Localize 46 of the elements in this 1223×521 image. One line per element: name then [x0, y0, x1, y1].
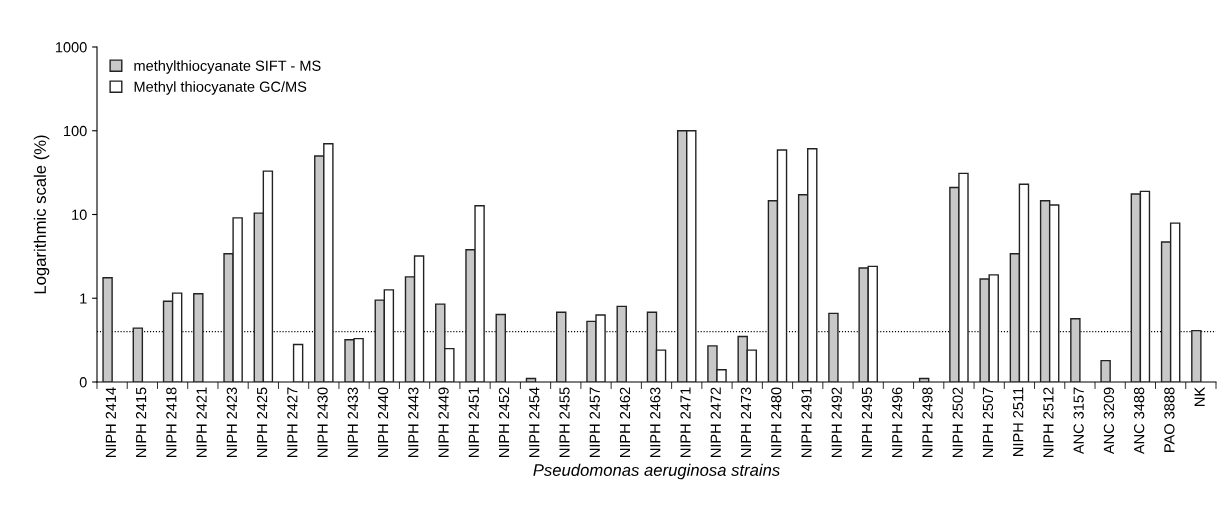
x-tick-label: NIPH 2454 [529, 387, 540, 457]
x-tick-label: NIPH 2451 [468, 387, 479, 457]
x-tick-label: NIPH 2480 [771, 387, 782, 457]
x-tick-label: NIPH 2496 [892, 387, 903, 457]
x-tick-label: ANC 3488 [1133, 387, 1145, 455]
x-axis-title: Pseudomonas aeruginosa strains [533, 463, 780, 480]
x-tick-label: NIPH 2457 [589, 387, 600, 457]
x-tick-label: PAO 3888 [1164, 387, 1175, 452]
x-tick-label: NIPH 2473 [740, 387, 752, 457]
x-tick-label: NIPH 2491 [801, 387, 812, 457]
x-tick-label: NIPH 2471 [680, 387, 691, 457]
y-tick-label: 0 [79, 377, 87, 388]
x-tick-label: NIPH 2512 [1043, 387, 1054, 457]
x-tick-label: NIPH 2452 [498, 387, 510, 457]
x-tick-label: NIPH 2421 [196, 387, 207, 457]
x-tick-label: NIPH 2462 [619, 387, 631, 457]
x-tick-label: NIPH 2418 [166, 387, 177, 457]
x-tick-label: NIPH 2511 [1013, 387, 1024, 456]
x-tick-label: ANC 3209 [1103, 387, 1115, 455]
x-tick-label: NIPH 2455 [559, 387, 570, 457]
x-tick-label: NIPH 2502 [952, 387, 963, 457]
y-tick-label: 1 [80, 293, 87, 304]
x-tick-label: NIPH 2463 [650, 387, 661, 457]
x-tick-label: NIPH 2423 [226, 387, 238, 457]
x-tick-label: NIPH 2443 [408, 387, 419, 457]
x-tick-label: NIPH 2414 [105, 387, 116, 457]
legend-label: Methyl thiocyanate GC/MS [134, 81, 307, 95]
x-tick-label: NIPH 2507 [982, 387, 994, 457]
x-tick-label: NIPH 2498 [922, 387, 933, 457]
x-tick-label: NIPH 2440 [377, 387, 389, 457]
y-tick-label: 10 [72, 209, 87, 220]
x-tick-label: NIPH 2472 [710, 387, 721, 457]
x-tick-label: NIPH 2425 [256, 387, 268, 457]
x-tick-label: NIPH 2415 [135, 387, 147, 457]
x-tick-label: NIPH 2430 [317, 387, 328, 457]
y-tick-label: 100 [64, 125, 87, 137]
y-axis-title: Logarithmic scale (%) [33, 135, 50, 294]
x-tick-label: NIPH 2449 [438, 387, 449, 457]
x-tick-label: NIPH 2433 [347, 387, 358, 457]
legend-label: methylthiocyanate SIFT - MS [134, 60, 321, 74]
x-tick-label: ANC 3157 [1073, 387, 1084, 455]
x-tick-label: NIPH 2492 [831, 387, 842, 457]
x-tick-label: NIPH 2427 [287, 387, 298, 457]
x-tick-label: NK [1194, 387, 1205, 406]
x-tick-label: NIPH 2495 [861, 387, 873, 457]
y-tick-label: 1000 [55, 42, 87, 53]
